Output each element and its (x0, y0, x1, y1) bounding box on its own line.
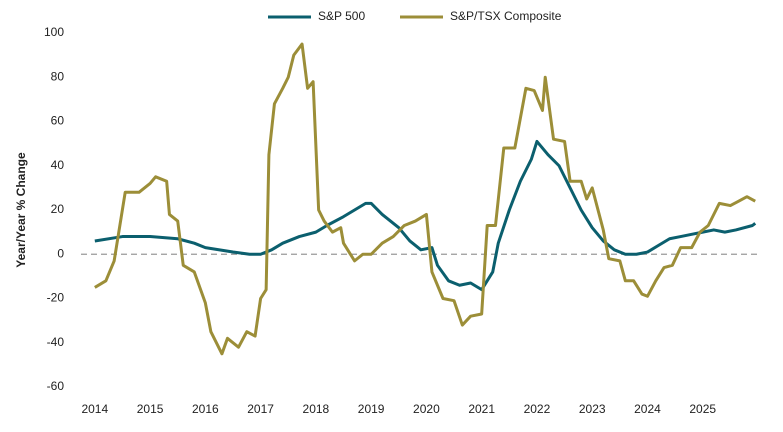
x-tick-label: 2019 (358, 402, 385, 416)
y-tick-label: 40 (51, 158, 65, 172)
y-axis-label: Year/Year % Change (14, 152, 28, 268)
x-tick-label: 2021 (468, 402, 495, 416)
legend-label: S&P/TSX Composite (450, 9, 562, 23)
y-tick-label: -60 (47, 379, 65, 393)
x-tick-label: 2015 (137, 402, 164, 416)
x-tick-label: 2022 (524, 402, 551, 416)
x-tick-label: 2016 (192, 402, 219, 416)
x-tick-label: 2017 (247, 402, 274, 416)
x-tick-label: 2020 (413, 402, 440, 416)
x-tick-label: 2014 (81, 402, 108, 416)
y-tick-label: 0 (57, 246, 64, 260)
series-line (94, 139, 757, 292)
series-line (94, 42, 756, 356)
y-tick-label: 60 (51, 114, 65, 128)
y-tick-label: -40 (47, 335, 65, 349)
y-tick-label: 20 (51, 202, 65, 216)
x-tick-label: 2025 (689, 402, 716, 416)
x-tick-label: 2024 (634, 402, 661, 416)
y-tick-label: 100 (44, 25, 64, 39)
y-tick-label: -20 (47, 291, 65, 305)
legend-label: S&P 500 (318, 9, 365, 23)
x-tick-label: 2023 (579, 402, 606, 416)
x-tick-label: 2018 (303, 402, 330, 416)
y-tick-label: 80 (51, 69, 65, 83)
